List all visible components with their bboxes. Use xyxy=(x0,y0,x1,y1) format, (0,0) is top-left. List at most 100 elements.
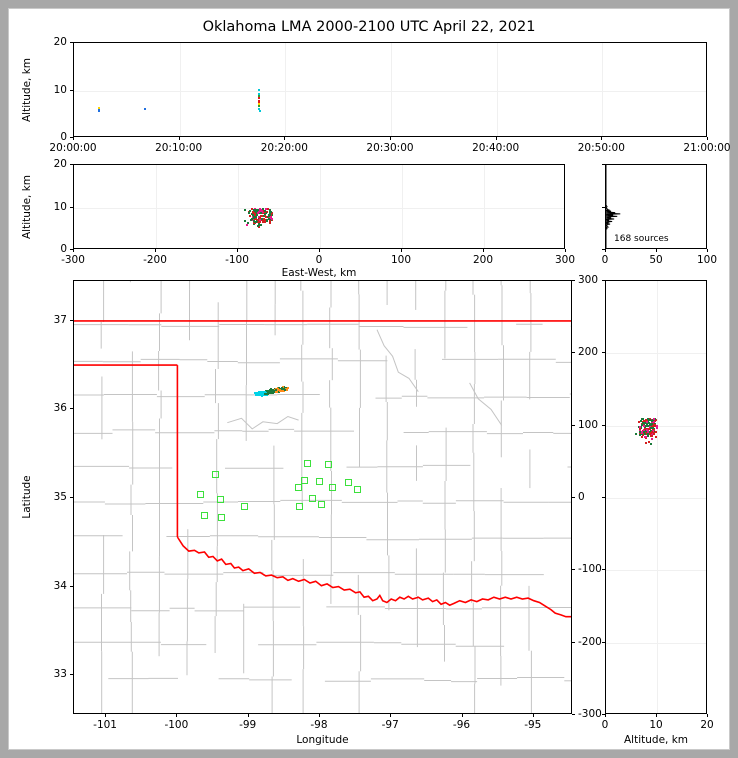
panel-eastwest-altitude-plot xyxy=(74,165,564,248)
gridline-horizontal xyxy=(606,498,706,499)
y-tick-label-right: 300 xyxy=(578,274,599,286)
lma-source-point xyxy=(649,424,652,426)
lma-source-point xyxy=(268,392,271,395)
lma-source-point xyxy=(264,393,267,396)
lma-source-point xyxy=(643,431,646,434)
lma-source-point xyxy=(277,388,280,391)
lma-source-point xyxy=(646,421,649,424)
lma-source-point xyxy=(262,208,265,211)
lma-source-point xyxy=(647,428,650,431)
lma-source-point xyxy=(253,213,256,216)
panel-map-ylabel: Latitude xyxy=(21,475,33,519)
lma-source-point xyxy=(262,392,265,395)
gridline-horizontal xyxy=(74,207,564,209)
gridline-vertical xyxy=(402,165,403,248)
lma-source-point xyxy=(649,431,652,434)
x-tick xyxy=(390,137,391,140)
lma-source-point xyxy=(256,394,259,397)
lma-source-point xyxy=(646,427,649,430)
lma-source-point xyxy=(258,226,261,229)
lma-station-marker xyxy=(295,483,303,491)
x-tick-label: -100 xyxy=(225,254,249,266)
x-tick xyxy=(461,714,463,717)
lma-source-point xyxy=(258,108,261,111)
lma-source-point xyxy=(652,426,655,429)
lma-source-point xyxy=(264,212,267,215)
lma-source-point xyxy=(280,390,283,393)
lma-source-point xyxy=(255,210,258,213)
lma-source-point xyxy=(260,212,263,215)
lma-source-point xyxy=(275,390,278,393)
lma-source-point xyxy=(256,219,259,222)
lma-source-point xyxy=(646,430,649,433)
lma-source-point xyxy=(648,428,651,431)
lma-source-point xyxy=(245,223,248,226)
lma-station-marker xyxy=(354,485,362,493)
lma-source-point xyxy=(654,436,657,439)
y-tick xyxy=(70,89,73,91)
panel-northsouth-xlabel: Altitude, km xyxy=(623,734,689,746)
x-tick-label: -96 xyxy=(452,719,471,731)
y-tick xyxy=(602,424,605,426)
lma-source-point xyxy=(654,418,657,421)
y-tick-right xyxy=(572,569,575,571)
lma-station-marker xyxy=(216,496,224,504)
lma-source-point xyxy=(648,418,651,421)
lma-source-point xyxy=(266,220,269,223)
county-line xyxy=(376,329,419,392)
lma-source-point xyxy=(642,418,645,421)
x-tick-label: 21:00:00 xyxy=(683,142,731,154)
lma-source-point xyxy=(651,428,654,431)
lma-source-point xyxy=(642,422,645,425)
lma-source-point xyxy=(642,423,645,426)
lma-source-point xyxy=(249,210,252,213)
panel-eastwest-xlabel: East-West, km xyxy=(281,267,357,279)
lma-source-point xyxy=(263,210,266,213)
county-line xyxy=(469,382,503,426)
gridline-vertical xyxy=(496,43,498,136)
lma-source-point xyxy=(647,424,650,427)
x-tick-label: 20 xyxy=(700,719,714,731)
lma-station-marker xyxy=(300,476,308,484)
lma-source-point xyxy=(282,388,285,391)
lma-source-point xyxy=(259,217,262,220)
lma-source-point xyxy=(269,389,272,392)
lma-source-point xyxy=(269,216,272,219)
x-tick xyxy=(401,249,402,252)
lma-source-point xyxy=(244,219,247,222)
x-tick xyxy=(605,249,606,252)
lma-source-point xyxy=(257,224,259,227)
lma-source-point xyxy=(268,213,271,216)
lma-source-point xyxy=(639,427,642,430)
lma-source-point xyxy=(281,387,284,390)
lma-source-point xyxy=(641,432,644,435)
x-tick-label: 100 xyxy=(696,254,718,266)
y-tick xyxy=(70,42,73,43)
lma-source-point xyxy=(646,428,649,431)
y-tick-right xyxy=(572,641,575,643)
lma-station-marker xyxy=(200,512,208,520)
lma-station-marker xyxy=(344,479,352,487)
lma-source-point xyxy=(638,425,641,428)
lma-source-point xyxy=(648,423,651,426)
x-tick-label: 50 xyxy=(649,254,663,266)
x-tick xyxy=(247,714,249,717)
panel-altitude-histogram: 168 sources xyxy=(605,164,707,249)
lma-source-point xyxy=(650,422,653,425)
lma-source-point xyxy=(262,218,265,221)
gridline-horizontal xyxy=(606,570,706,572)
x-tick-label: 0 xyxy=(601,254,609,266)
lma-source-point xyxy=(644,420,647,423)
y-tick-right xyxy=(572,714,575,715)
y-tick xyxy=(602,352,605,354)
lma-source-point xyxy=(645,433,648,436)
lma-source-point xyxy=(643,432,646,435)
lma-station-marker xyxy=(316,477,324,485)
lma-source-point xyxy=(647,433,650,436)
lma-source-point xyxy=(638,432,641,435)
lma-source-point xyxy=(251,218,254,221)
panel-eastwest-ylabel: Altitude, km xyxy=(21,174,33,239)
gridline-horizontal xyxy=(606,642,706,644)
panel-altitude-northsouth-plot xyxy=(606,281,706,713)
y-tick xyxy=(602,641,605,643)
